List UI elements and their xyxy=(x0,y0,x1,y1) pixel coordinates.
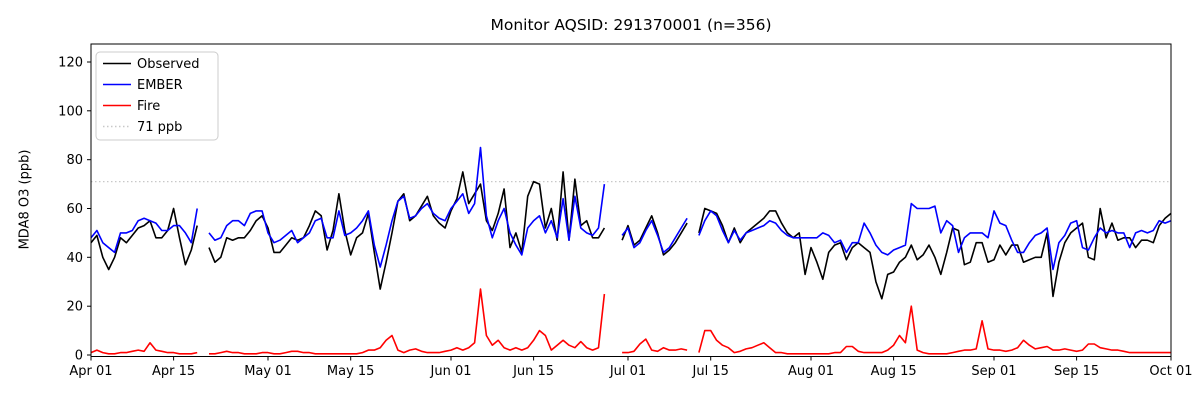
x-tick-label: Aug 15 xyxy=(871,364,917,379)
observed-line xyxy=(90,207,198,271)
y-tick-label: 80 xyxy=(66,153,83,168)
x-tick-label: May 15 xyxy=(327,364,375,379)
fire-line xyxy=(209,288,606,355)
plot-border xyxy=(90,43,1172,357)
y-tick-label: 60 xyxy=(66,202,83,217)
ember-line xyxy=(208,146,606,268)
ember-line xyxy=(621,217,688,254)
y-tick-label: 120 xyxy=(58,56,83,71)
y-tick-label: 20 xyxy=(66,300,83,315)
y-axis: 0 20 40 60 80 100 120 xyxy=(58,56,91,364)
legend: Observed EMBER Fire 71 ppb xyxy=(95,51,219,141)
chart-title: Monitor AQSID: 291370001 (n=356) xyxy=(490,16,772,34)
x-tick-label: Sep 15 xyxy=(1054,364,1099,379)
x-tick-label: Jun 15 xyxy=(512,364,554,379)
fire-line xyxy=(698,305,1171,355)
fire-line xyxy=(90,342,198,355)
legend-label-ember: EMBER xyxy=(137,78,183,93)
x-tick-label: Apr 01 xyxy=(69,364,112,379)
x-tick-label: Apr 15 xyxy=(152,364,195,379)
y-tick-label: 100 xyxy=(58,104,83,119)
x-tick-label: Jul 01 xyxy=(609,364,646,379)
y-tick-label: 40 xyxy=(66,251,83,266)
ember-line xyxy=(698,202,1172,271)
observed-line xyxy=(698,207,1172,300)
x-tick-label: Jul 15 xyxy=(692,364,729,379)
x-tick-label: May 01 xyxy=(244,364,292,379)
ember-line xyxy=(90,208,198,254)
legend-box xyxy=(95,51,219,141)
legend-label-observed: Observed xyxy=(137,57,200,72)
legend-label-71-ppb: 71 ppb xyxy=(137,120,182,135)
x-tick-label: Sep 01 xyxy=(971,364,1016,379)
x-tick-label: Jun 01 xyxy=(430,364,472,379)
legend-label-fire: Fire xyxy=(137,99,160,114)
y-tick-label: 0 xyxy=(75,349,83,364)
x-tick-label: Oct 01 xyxy=(1149,364,1192,379)
x-axis: Apr 01 Apr 15 May 01 May 15 Jun 01 Jun 15 Jul … xyxy=(69,356,1193,379)
x-tick-label: Aug 01 xyxy=(788,364,834,379)
fire-line xyxy=(622,338,688,354)
